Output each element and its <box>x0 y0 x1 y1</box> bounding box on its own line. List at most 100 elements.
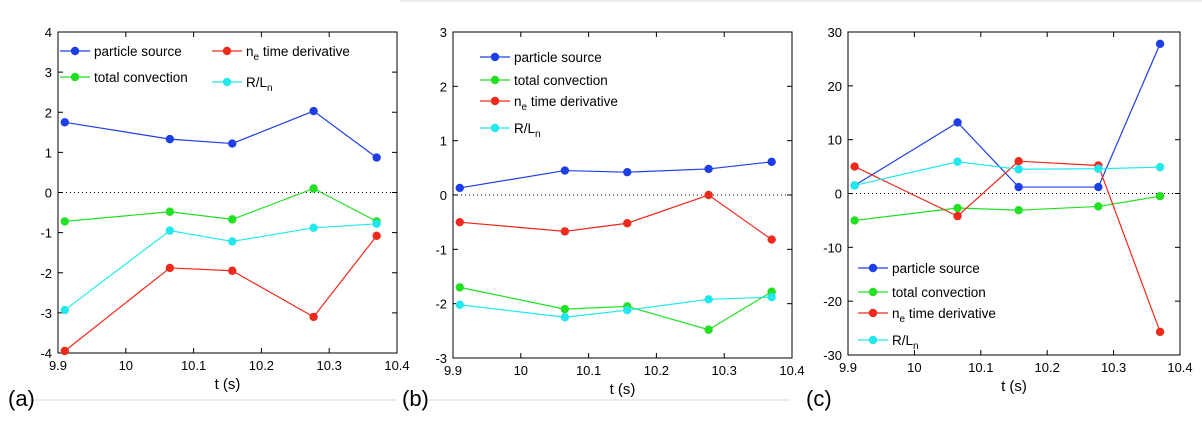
data-point <box>165 207 175 216</box>
legend-entry: R/Ln <box>858 333 919 352</box>
data-point <box>850 181 859 190</box>
data-point <box>165 263 175 273</box>
data-point <box>60 118 69 127</box>
data-point <box>1155 191 1165 201</box>
x-tick-label: 10 <box>119 358 133 373</box>
legend-entry: total convection <box>480 73 608 88</box>
data-point <box>560 313 570 322</box>
x-tick-label: 10.2 <box>644 363 669 378</box>
data-point <box>165 226 175 235</box>
y-tick-label: -20 <box>823 294 842 309</box>
y-tick-label: 3 <box>45 65 52 80</box>
x-tick-label: 10.4 <box>1167 360 1192 375</box>
y-tick-label: 2 <box>45 105 52 120</box>
data-point <box>560 227 570 236</box>
data-point <box>228 139 237 148</box>
data-point <box>372 153 381 162</box>
data-point <box>165 134 175 144</box>
y-tick-label: 2 <box>440 79 447 94</box>
y-tick-label: 1 <box>440 134 447 149</box>
legend-marker <box>490 123 500 133</box>
legend-marker <box>490 52 500 62</box>
data-point <box>309 223 318 233</box>
data-point <box>704 295 713 304</box>
legend-entry: R/Ln <box>212 75 273 94</box>
panel-label-c: (c) <box>806 386 832 411</box>
y-tick-label: 0 <box>440 188 447 203</box>
data-point <box>704 190 713 200</box>
data-point <box>953 157 962 166</box>
data-point <box>372 219 381 228</box>
series-particle-source <box>60 106 381 162</box>
x-tick-label: 9.9 <box>839 360 857 375</box>
data-point <box>850 162 859 171</box>
x-tick-label: 9.9 <box>444 363 462 378</box>
y-tick-label: 30 <box>828 25 842 40</box>
y-tick-label: 10 <box>828 133 842 148</box>
x-tick-label: 10 <box>907 360 921 375</box>
data-point <box>1155 327 1165 337</box>
legend-marker <box>70 72 80 82</box>
legend-marker <box>222 46 232 56</box>
y-tick-label: -3 <box>40 306 52 321</box>
data-point <box>953 203 962 213</box>
y-tick-label: -1 <box>435 242 447 257</box>
data-point <box>60 305 69 315</box>
x-tick-label: 10.3 <box>712 363 737 378</box>
data-point <box>1014 157 1023 166</box>
y-tick-label: 4 <box>45 25 52 40</box>
panel-label-a: (a) <box>8 386 35 411</box>
legend-entry: particle source <box>480 50 602 65</box>
legend-label: ne time derivative <box>246 44 350 63</box>
data-point <box>309 312 318 322</box>
legend-label: R/Ln <box>892 333 919 352</box>
x-tick-label: 10.1 <box>576 363 601 378</box>
legend-marker <box>222 77 232 87</box>
legend-label: total convection <box>892 285 986 300</box>
data-point <box>309 184 318 193</box>
y-tick-label: -2 <box>40 266 52 281</box>
series-n-e-time-derivative <box>60 231 381 356</box>
data-point <box>1094 164 1103 173</box>
data-point <box>455 183 464 193</box>
y-tick-label: -4 <box>40 346 52 361</box>
chart-panel-c: 30 20 10 0 -10 -20 -309.9 10 10.1 10.2 10.3 10.4 t (… <box>823 25 1192 395</box>
y-tick-label: 0 <box>45 186 52 201</box>
legend-label: particle source <box>892 261 980 276</box>
series-n-e-time-derivative <box>850 157 1165 337</box>
data-point <box>704 325 713 334</box>
data-point <box>767 235 776 244</box>
x-tick-label: 10.4 <box>384 358 409 373</box>
y-tick-label: 1 <box>45 145 52 160</box>
x-tick-label: 10.2 <box>1035 360 1060 375</box>
data-point <box>228 266 237 275</box>
x-tick-label: 10.3 <box>317 358 342 373</box>
data-point <box>1155 39 1165 49</box>
y-tick-label: -3 <box>435 351 447 366</box>
data-point <box>560 304 570 314</box>
x-axis-label: t (s) <box>1001 378 1027 395</box>
data-point <box>623 219 632 228</box>
y-tick-label: -2 <box>435 297 447 312</box>
legend-marker <box>490 96 500 106</box>
data-point <box>1155 162 1165 172</box>
series-n-e-time-derivative <box>455 190 776 244</box>
panel-label-b: (b) <box>402 386 429 411</box>
legend-marker <box>70 46 80 56</box>
data-point <box>704 164 713 174</box>
legend-entry: total convection <box>60 70 188 85</box>
data-point <box>850 216 859 225</box>
x-tick-label: 10.4 <box>779 363 804 378</box>
legend-entry: particle source <box>858 261 980 276</box>
x-tick-label: 10.1 <box>181 358 206 373</box>
x-tick-label: 10.3 <box>1101 360 1126 375</box>
legend-entry: particle source <box>60 44 182 59</box>
series-r-l-n <box>60 219 381 315</box>
data-point <box>953 211 962 221</box>
data-point <box>309 106 318 116</box>
legend-label: total convection <box>94 70 188 85</box>
legend-label: R/Ln <box>246 75 273 94</box>
data-point <box>953 118 962 127</box>
data-point <box>560 166 570 175</box>
x-axis-label: t (s) <box>215 376 241 393</box>
